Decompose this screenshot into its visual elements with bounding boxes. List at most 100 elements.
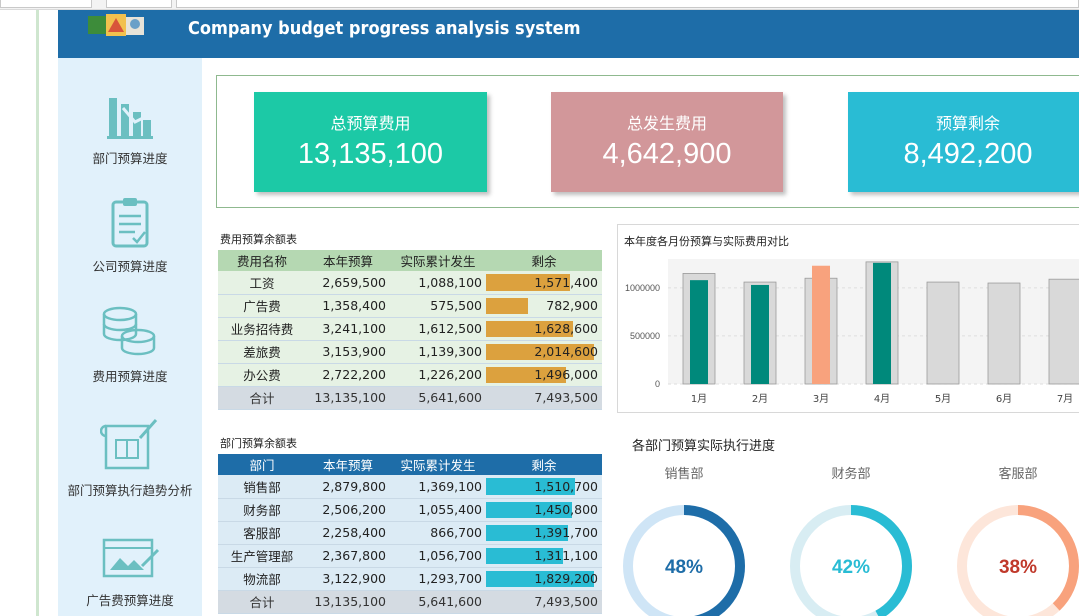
donut-label: 财务部 — [831, 467, 871, 482]
row-actual: 866,700 — [390, 521, 486, 545]
total-budget: 13,135,100 — [306, 386, 390, 410]
actual-bar — [690, 280, 708, 384]
table-row: 广告费 1,358,400 575,500 782,900 — [218, 294, 602, 318]
data-bar — [486, 274, 570, 291]
column-header: 费用名称 — [218, 250, 306, 271]
row-remaining: 1,829,200 — [486, 567, 602, 591]
sidebar-item-dept-trend[interactable]: 部门预算执行趋势分析 — [58, 416, 202, 499]
remaining-value: 1,829,200 — [534, 571, 598, 586]
row-remaining: 782,900 — [486, 294, 602, 318]
total-label: 合计 — [218, 590, 306, 614]
row-name: 客服部 — [218, 521, 306, 545]
table-row: 财务部 2,506,200 1,055,400 1,450,800 — [218, 498, 602, 522]
row-remaining: 1,510,700 — [486, 475, 602, 499]
row-name: 办公费 — [218, 363, 306, 387]
data-bar — [486, 366, 566, 383]
row-actual: 1,612,500 — [390, 317, 486, 341]
sidebar-item-label: 部门预算进度 — [92, 151, 168, 166]
sidebar-item-company-budget[interactable]: 公司预算进度 — [58, 196, 202, 275]
remaining-value: 2,014,600 — [534, 344, 598, 359]
total-remaining: 7,493,500 — [486, 386, 602, 410]
browser-tab[interactable] — [0, 0, 92, 8]
column-header: 实际累计发生 — [390, 454, 486, 475]
donut-label: 销售部 — [664, 467, 704, 482]
data-bar — [486, 547, 563, 564]
dept-table: 部门 本年预算 实际累计发生 剩余 销售部 2,879,800 1,369,100 1… — [218, 454, 602, 614]
left-margin — [0, 10, 36, 616]
kpi-value: 8,492,200 — [903, 138, 1033, 170]
row-actual: 1,293,700 — [390, 567, 486, 591]
row-budget: 3,122,900 — [306, 567, 390, 591]
sidebar-item-label: 部门预算执行趋势分析 — [67, 483, 193, 498]
remaining-value: 1,510,700 — [534, 478, 598, 494]
row-remaining: 1,628,600 — [486, 317, 602, 341]
sidebar: 部门预算进度 公司预算进度 费用预算进度 — [58, 58, 202, 616]
y-tick-label: 500000 — [630, 331, 660, 341]
table-row: 物流部 3,122,900 1,293,700 1,829,200 — [218, 567, 602, 591]
kpi-budget-remaining: 预算剩余 8,492,200 — [848, 92, 1079, 192]
data-bar — [486, 343, 594, 360]
table-total-row: 合计 13,135,100 5,641,600 7,493,500 — [218, 590, 602, 614]
row-name: 财务部 — [218, 498, 306, 522]
monthly-comparison-chart: 本年度各月份预算与实际费用对比 0 500000 1000000 1月 2月 3月 4月 5月… — [617, 224, 1079, 413]
y-tick-label: 1000000 — [625, 283, 660, 293]
row-budget: 2,722,200 — [306, 363, 390, 387]
donut-chart: 38% — [957, 505, 1079, 616]
table-row: 业务招待费 3,241,100 1,612,500 1,628,600 — [218, 317, 602, 341]
budget-bar — [926, 281, 960, 385]
row-actual: 1,139,300 — [390, 340, 486, 364]
sidebar-item-label: 费用预算进度 — [92, 369, 168, 384]
table-row: 差旅费 3,153,900 1,139,300 2,014,600 — [218, 340, 602, 364]
row-name: 销售部 — [218, 475, 306, 499]
table-total-row: 合计 13,135,100 5,641,600 7,493,500 — [218, 386, 602, 410]
total-actual: 5,641,600 — [390, 386, 486, 410]
x-tick-label: 4月 — [874, 393, 890, 405]
row-budget: 2,506,200 — [306, 498, 390, 522]
billboard-icon — [102, 538, 160, 578]
browser-tab[interactable] — [106, 0, 172, 8]
remaining-value: 1,311,100 — [534, 548, 598, 563]
row-actual: 575,500 — [390, 294, 486, 318]
total-actual: 5,641,600 — [390, 590, 486, 614]
donut-percent: 48% — [665, 557, 703, 578]
x-tick-label: 1月 — [691, 393, 707, 405]
expense-table: 费用名称 本年预算 实际累计发生 剩余 工资 2,659,500 1,088,100… — [218, 250, 602, 410]
donut-percent: 38% — [999, 557, 1037, 578]
row-name: 生产管理部 — [218, 544, 306, 568]
clipboard-icon — [111, 198, 149, 248]
expense-table-title: 费用预算余额表 — [220, 233, 297, 246]
coins-icon — [102, 306, 156, 356]
x-tick-label: 6月 — [996, 393, 1012, 405]
sidebar-item-dept-budget[interactable]: 部门预算进度 — [58, 94, 202, 167]
row-actual: 1,369,100 — [390, 475, 486, 499]
table-row: 销售部 2,879,800 1,369,100 1,510,700 — [218, 475, 602, 499]
row-budget: 2,258,400 — [306, 521, 390, 545]
data-bar — [486, 570, 594, 587]
sidebar-item-ad-budget[interactable]: 广告费预算进度 — [58, 534, 202, 609]
budget-bar — [1048, 278, 1079, 385]
donut-section-title: 各部门预算实际执行进度 — [632, 439, 776, 454]
kpi-total-spent: 总发生费用 4,642,900 — [551, 92, 783, 192]
kpi-title: 总预算费用 — [330, 114, 411, 133]
x-tick-label: 7月 — [1057, 393, 1073, 405]
table-header-row: 部门 本年预算 实际累计发生 剩余 — [218, 454, 602, 475]
donut-chart: 42% — [790, 505, 912, 616]
sidebar-item-expense-budget[interactable]: 费用预算进度 — [58, 304, 202, 385]
donut-progress-arc — [623, 505, 745, 616]
data-bar — [486, 501, 572, 518]
dept-table-title: 部门预算余额表 — [220, 437, 297, 450]
column-header: 本年预算 — [306, 250, 390, 271]
row-actual: 1,055,400 — [390, 498, 486, 522]
chart-canvas: 0 500000 1000000 1月 2月 3月 4月 5月 6月 7月 — [625, 259, 1079, 405]
x-tick-label: 2月 — [752, 393, 768, 405]
address-bar[interactable] — [176, 0, 1079, 8]
actual-bar — [873, 262, 891, 384]
x-tick-label: 3月 — [813, 393, 829, 405]
column-header: 剩余 — [486, 250, 602, 271]
data-bar — [486, 524, 568, 541]
window-chrome — [0, 0, 1079, 10]
table-row: 生产管理部 2,367,800 1,056,700 1,311,100 — [218, 544, 602, 568]
row-budget: 3,153,900 — [306, 340, 390, 364]
row-name: 工资 — [218, 271, 306, 295]
